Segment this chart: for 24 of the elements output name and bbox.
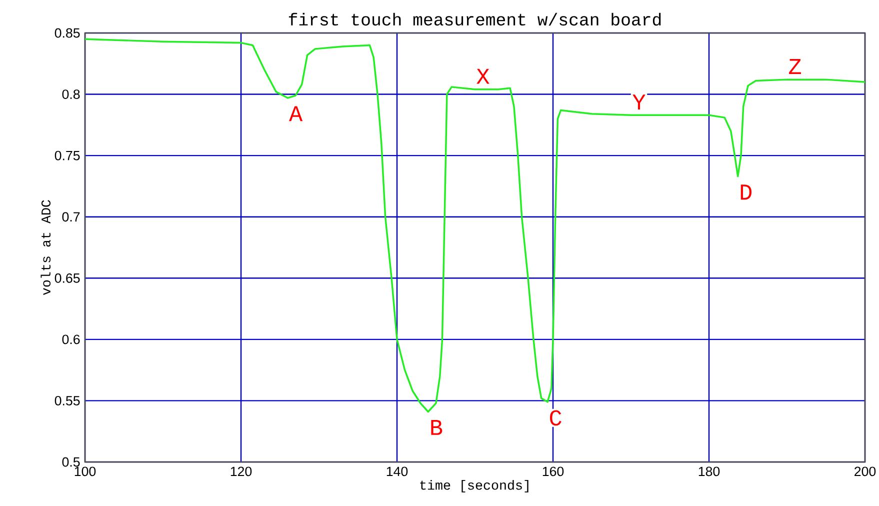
x-tick-label: 180 [698, 466, 720, 476]
y-axis-title: volts at ADC [40, 200, 51, 296]
annotation: A [289, 106, 303, 122]
x-tick-label: 160 [542, 466, 564, 476]
x-tick-label: 140 [386, 466, 408, 476]
y-tick-label: 0.65 [54, 273, 80, 283]
y-tick-label: 0.7 [62, 212, 80, 222]
annotation: Y [632, 94, 646, 110]
y-tick-label: 0.5 [62, 457, 80, 467]
y-tick-label: 0.8 [62, 90, 80, 99]
x-tick-label: 200 [854, 466, 876, 476]
y-tick-label: 0.55 [54, 396, 80, 406]
annotation: X [476, 68, 490, 84]
annotation: B [431, 420, 442, 435]
y-tick-label: 0.85 [54, 28, 80, 38]
annotation: D [740, 184, 752, 200]
x-tick-label: 100 [74, 466, 96, 476]
x-tick-label: 120 [230, 466, 252, 476]
chart-title: first touch measurement w/scan board [288, 12, 661, 26]
y-tick-label: 0.6 [62, 334, 80, 344]
annotation: C [550, 410, 562, 426]
annotation: Z [789, 59, 801, 74]
x-axis-title: time [seconds] [420, 480, 528, 492]
y-tick-label: 0.75 [54, 150, 80, 160]
